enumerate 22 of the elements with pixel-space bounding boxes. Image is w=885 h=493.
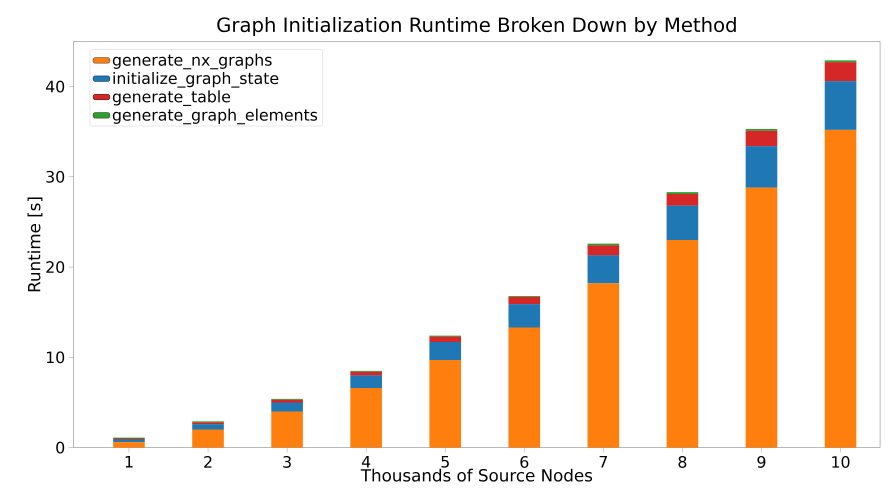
legend-label: generate_graph_elements [112,108,318,124]
y-tick-label: 0 [56,442,64,454]
legend-label: initialize_graph_state [114,72,278,88]
y-tick-label: 20 [46,261,64,274]
chart-title: Graph Initialization Runtime Broken Down by Method [217,17,736,36]
x-tick-label: 1 [126,456,133,468]
y-tick-label: 40 [46,80,64,93]
x-tick-label: 8 [678,456,686,468]
y-tick-label: 10 [46,351,64,364]
x-tick-label: 7 [600,456,608,468]
x-tick-label: 4 [362,456,370,468]
legend-label: generate_table [112,90,230,106]
x-axis-title: Thousands of Source Nodes [360,468,592,482]
x-tick-label: 10 [832,456,850,468]
legend-label: generate_nx_graphs [112,54,272,70]
x-tick-label: 2 [204,456,212,468]
x-tick-label: 3 [283,456,291,468]
y-axis-title: Runtime [s] [28,198,42,292]
x-tick-label: 6 [520,456,528,468]
x-tick-label: 5 [441,456,449,468]
x-tick-label: 9 [757,456,766,468]
y-tick-label: 30 [46,170,64,183]
